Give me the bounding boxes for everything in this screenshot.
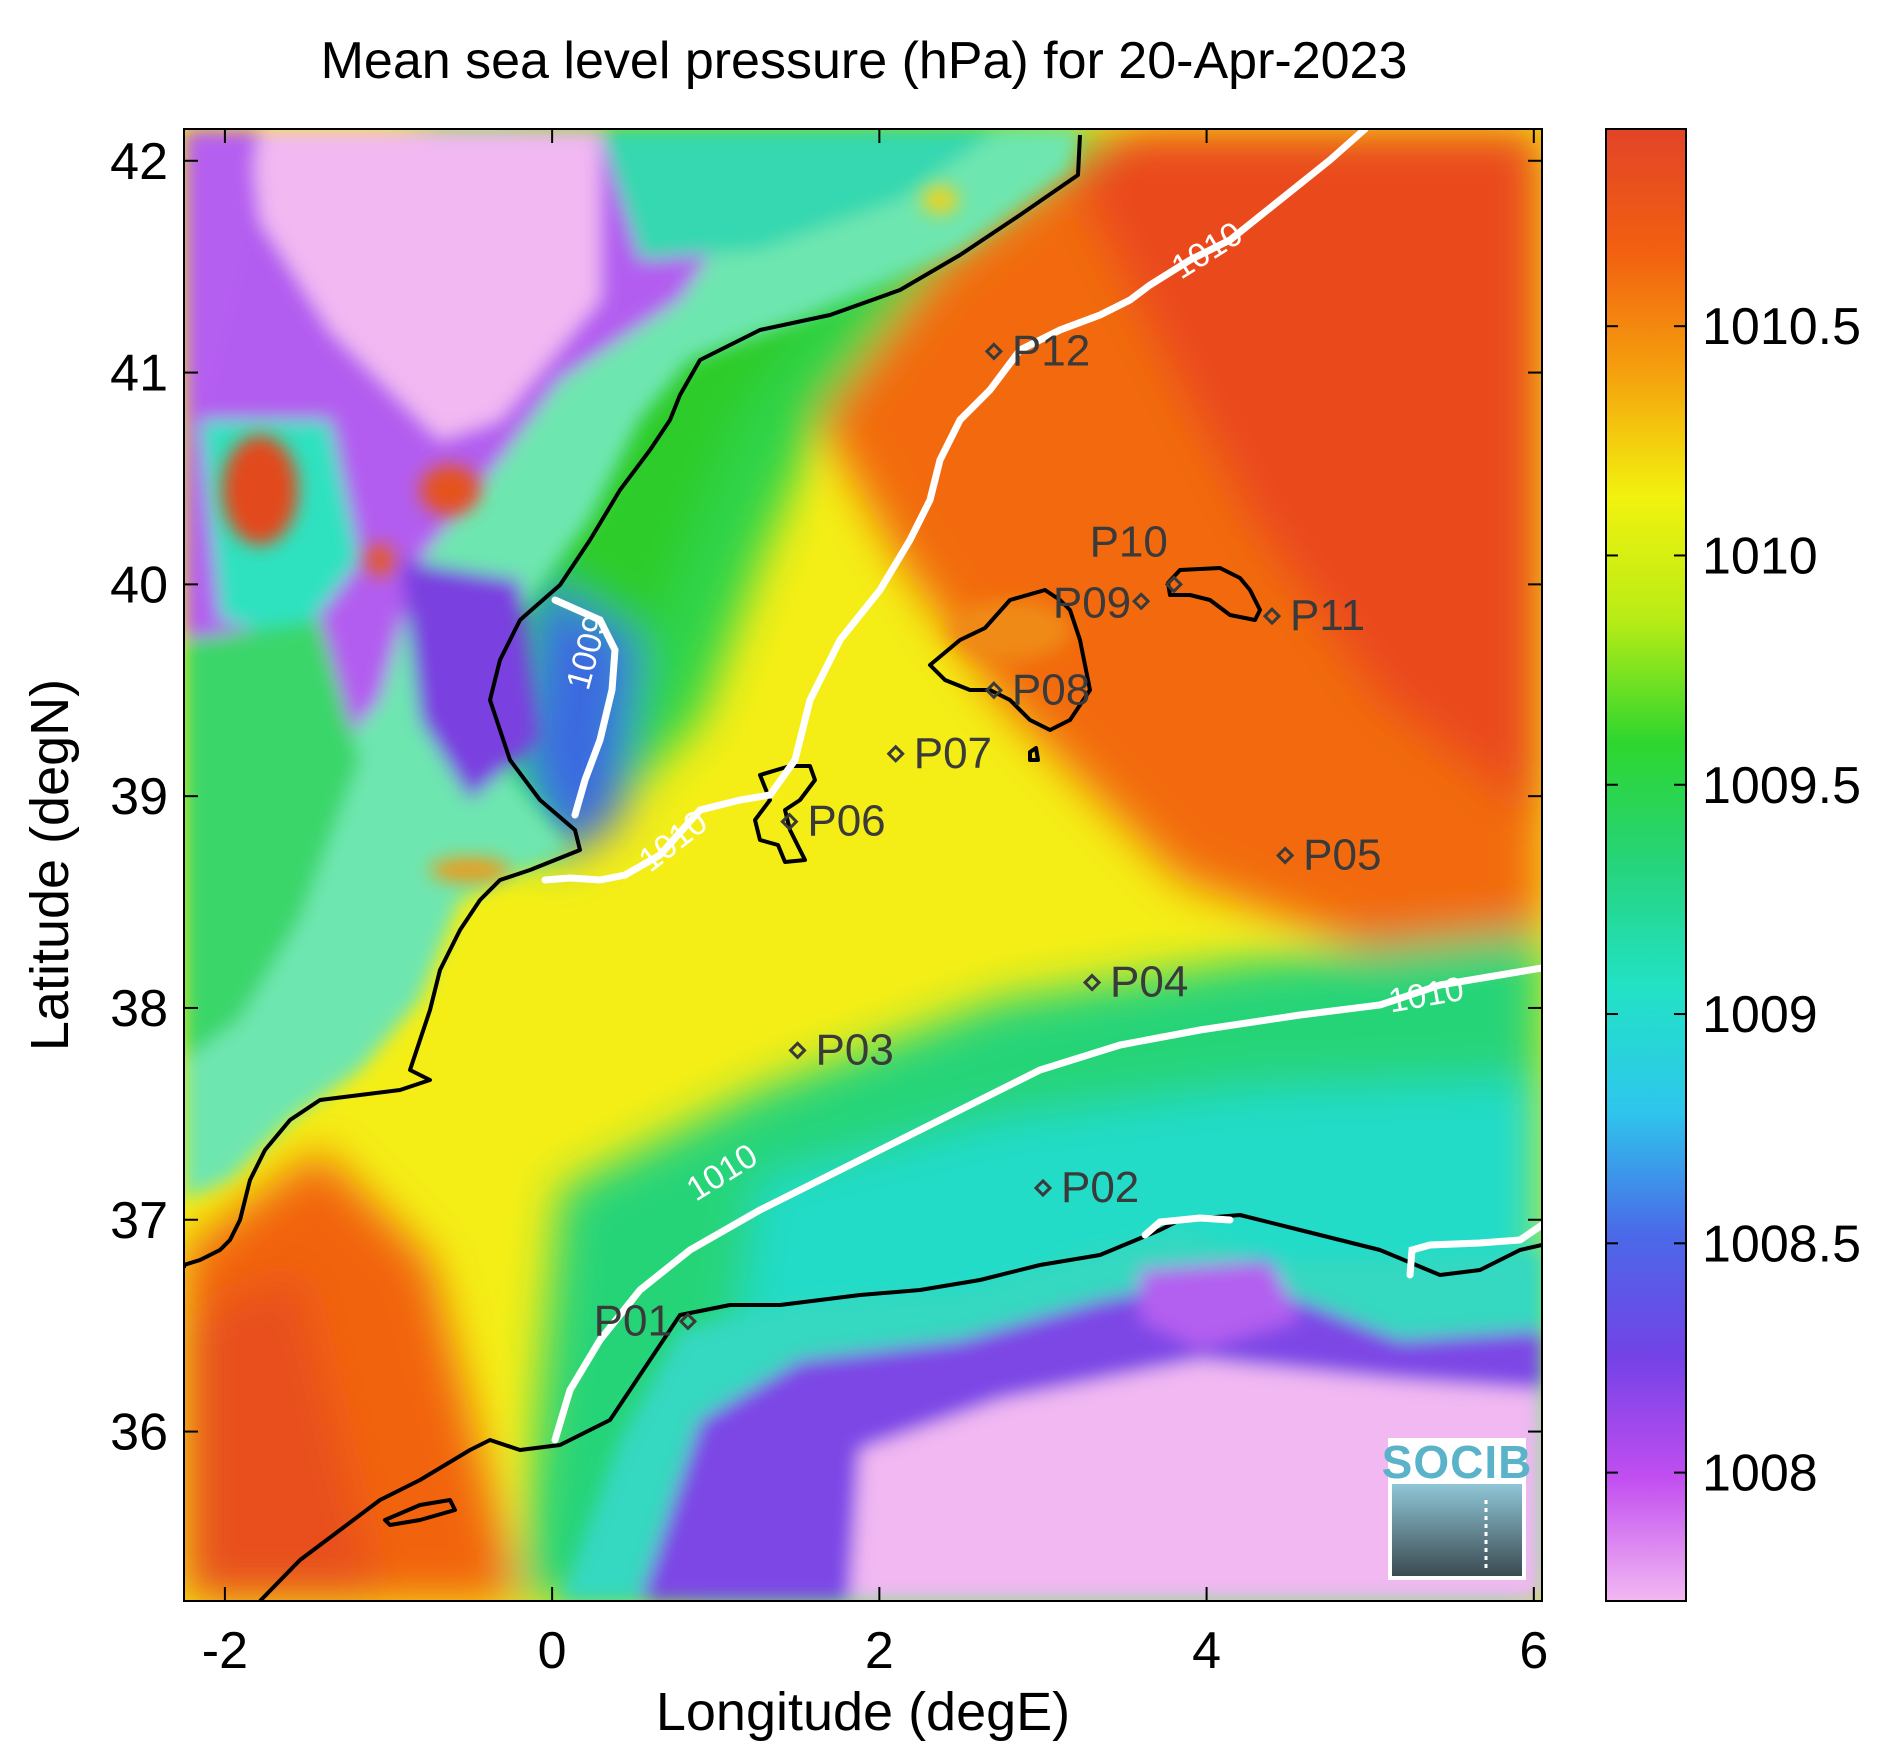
station-label-p06: P06	[807, 797, 885, 846]
x-axis-label: Longitude (degE)	[656, 1682, 1070, 1742]
station-marker-p07	[886, 744, 905, 763]
y-tick-label: 38	[110, 980, 168, 1038]
colorbar	[1606, 129, 1686, 1601]
x-tick-label: 6	[1519, 1622, 1548, 1680]
map-frame	[183, 128, 1543, 1602]
station-label-p07: P07	[914, 729, 992, 778]
colorbar-ticks: 1008 1008.5 1009 1009.5 1010 1010.5	[1606, 298, 1861, 1503]
socib-logo: SOCIB	[1382, 1436, 1533, 1580]
station-marker-p03	[788, 1041, 807, 1060]
colorbar-tick-label: 1008	[1702, 1445, 1818, 1503]
station-label-p02: P02	[1061, 1163, 1139, 1212]
station-marker-p08	[984, 681, 1004, 700]
logo-text: SOCIB	[1382, 1436, 1533, 1488]
station-marker-p11	[1262, 607, 1282, 626]
colorbar-tick-label: 1009	[1702, 986, 1818, 1044]
station-marker-p09	[1132, 592, 1151, 611]
station-marker-p04	[1082, 973, 1102, 992]
x-tick-label: -2	[202, 1622, 248, 1680]
colorbar-tick-label: 1008.5	[1702, 1215, 1861, 1273]
contour-lines	[541, 129, 1542, 1444]
colorbar-tick-label: 1009.5	[1702, 757, 1861, 815]
y-tick-label: 39	[110, 768, 168, 826]
x-tick-label: 4	[1192, 1622, 1221, 1680]
colorbar-frame	[1605, 128, 1687, 1602]
station-marker-p02	[1033, 1178, 1053, 1198]
colorbar-tick-label: 1010.5	[1702, 298, 1861, 356]
station-marker-p06	[780, 812, 799, 831]
station-label-p09: P09	[1053, 578, 1131, 627]
station-label-p08: P08	[1012, 665, 1090, 714]
y-tick-label: 40	[110, 556, 168, 614]
y-axis: 36 37 38 39 40 41 42	[110, 133, 1542, 1462]
station-marker-p05	[1276, 846, 1295, 865]
station-label-p12: P12	[1012, 326, 1090, 375]
y-tick-label: 36	[110, 1404, 168, 1462]
colorbar-tick-label: 1010	[1702, 527, 1818, 585]
station-marker-p12	[984, 342, 1004, 361]
coastlines	[184, 134, 1542, 1601]
x-tick-label: 2	[865, 1622, 894, 1680]
station-label-p01: P01	[594, 1296, 672, 1345]
station-label-p03: P03	[816, 1025, 894, 1074]
station-marker-p10	[1164, 575, 1183, 594]
y-tick-label: 42	[110, 133, 168, 191]
chart-title: Mean sea level pressure (hPa) for 20-Apr…	[321, 32, 1408, 90]
y-tick-label: 41	[110, 345, 168, 403]
y-tick-label: 37	[110, 1192, 168, 1250]
station-label-p04: P04	[1110, 958, 1188, 1007]
x-tick-label: 0	[538, 1622, 567, 1680]
x-axis: -2 0 2 4 6	[202, 129, 1548, 1680]
station-label-p10: P10	[1090, 517, 1168, 566]
station-label-p05: P05	[1303, 830, 1381, 879]
y-axis-label: Latitude (degN)	[20, 679, 80, 1051]
station-marker-p01	[678, 1312, 698, 1331]
station-markers: P01 P02 P03 P04 P05 P06 P07 P08 P09 P10 P11 P12	[594, 326, 1382, 1345]
station-label-p11: P11	[1290, 591, 1365, 640]
